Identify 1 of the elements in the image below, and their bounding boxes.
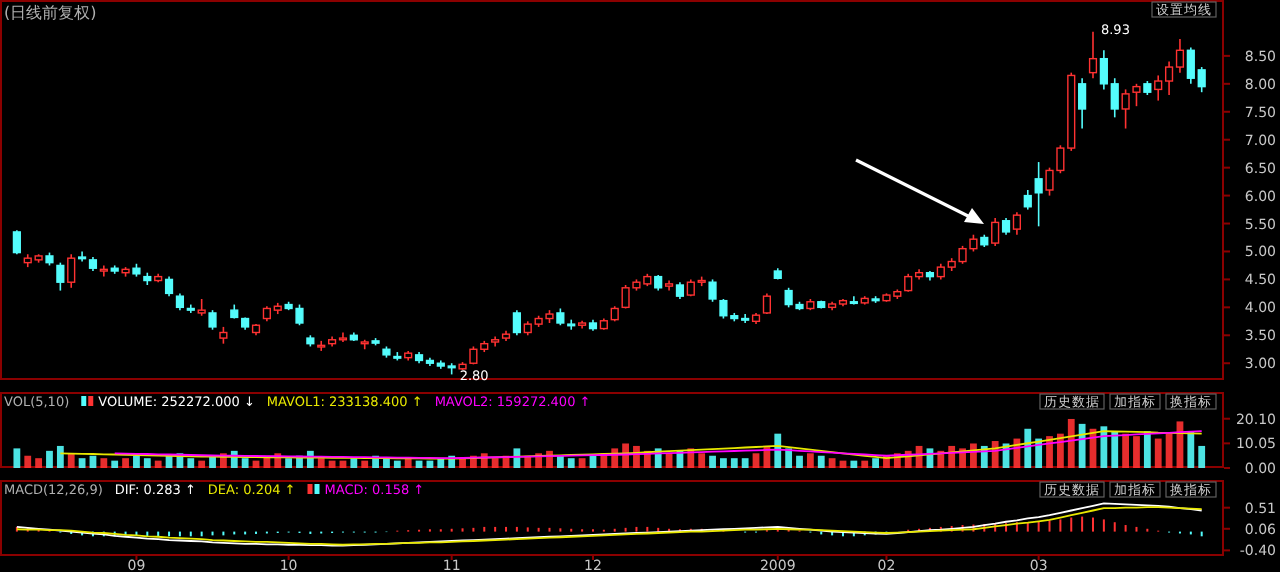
chart-title: (日线前复权) [4,4,97,22]
